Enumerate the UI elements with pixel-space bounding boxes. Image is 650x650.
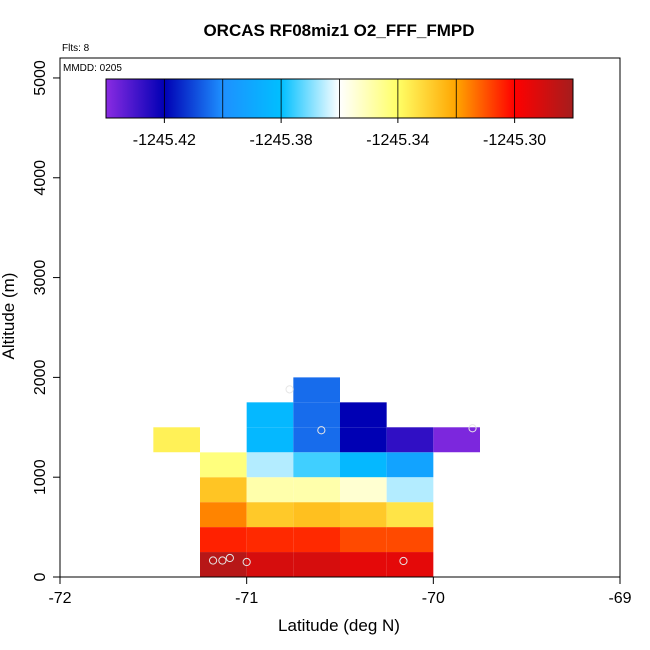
heatmap-cell-6 [246,527,294,553]
heatmap-cell-2 [293,552,340,577]
heatmap-cell-35 [293,377,340,403]
observation-point-2 [225,553,234,563]
colorbar-tick-label-3: -1245.30 [483,132,546,149]
heatmap-cell-12 [293,502,340,528]
heatmap-cell-3 [340,552,387,577]
x-tick-label-1: -71 [235,590,258,607]
observation-point-4 [399,556,408,566]
heatmap-cell-16 [246,477,294,503]
colorbar-divisions [163,79,516,118]
x-axis: -72 -71 -70 -69 [48,576,632,607]
y-tick-label-4: 4000 [32,160,49,196]
y-tick-label-1: 1000 [32,459,49,495]
y-axis-title: Altitude (m) [0,273,18,360]
heatmap-cell-23 [340,452,387,478]
heatmap-cell-28 [293,427,340,453]
heatmap-cell-22 [293,452,340,478]
heatmap-cell-1 [246,552,294,577]
observation-point-1 [218,556,227,565]
mmdd-annotation: MMDD: 0205 [63,63,122,74]
heatmap-cell-26 [200,427,247,453]
observation-point-6 [285,385,294,394]
heatmap-cell-30 [386,427,434,453]
heatmap-cell-25 [153,427,200,453]
x-axis-title: Latitude (deg N) [278,616,400,635]
heatmap-cell-18 [340,477,387,503]
heatmap-cell-27 [246,427,294,453]
heatmap-cell-31 [433,427,480,453]
heatmap-cell-34 [340,402,387,428]
heatmap-cell-32 [246,402,294,428]
y-tick-label-5: 5000 [32,60,49,96]
heatmap-cells [153,377,480,577]
observation-point-3 [242,557,251,567]
heatmap-cell-7 [293,527,340,553]
x-tick-label-3: -69 [608,590,631,607]
heatmap-cell-24 [386,452,434,478]
heatmap-cell-15 [200,477,247,503]
flights-annotation: Flts: 8 [62,43,90,54]
y-tick-label-2: 2000 [32,359,49,395]
colorbar: -1245.42 -1245.38 -1245.34 -1245.30 [105,78,574,149]
observation-point-0 [208,556,218,565]
heatmap-cell-17 [293,477,340,503]
y-tick-label-0: 0 [32,572,49,581]
x-tick-label-2: -70 [422,590,445,607]
heatmap-cell-8 [340,527,387,553]
chart-title: ORCAS RF08miz1 O2_FFF_FMPD [203,21,474,40]
y-axis: 0 1000 2000 3000 4000 5000 [32,60,61,581]
observation-point-7 [468,424,477,433]
heatmap-cell-29 [340,427,387,453]
heatmap-cell-9 [386,527,434,553]
colorbar-tick-label-1: -1245.38 [250,132,313,149]
heatmap-cell-11 [246,502,294,528]
colorbar-tick-label-0: -1245.42 [133,132,196,149]
heatmap-cell-20 [200,452,247,478]
colorbar-ticks: -1245.42 -1245.38 -1245.34 -1245.30 [133,118,546,149]
heatmap-cell-5 [200,527,247,553]
heatmap-cell-13 [340,502,387,528]
heatmap-cell-4 [386,552,434,577]
heatmap-cell-10 [200,502,247,528]
heatmap-cell-33 [293,402,340,428]
observation-points [208,385,477,567]
observation-point-5 [317,426,326,435]
heatmap-cell-21 [246,452,294,478]
heatmap-cell-14 [386,502,434,528]
colorbar-tick-label-2: -1245.34 [366,132,429,149]
y-tick-label-3: 3000 [32,260,49,296]
x-tick-label-0: -72 [48,590,71,607]
heatmap-cell-19 [386,477,434,503]
